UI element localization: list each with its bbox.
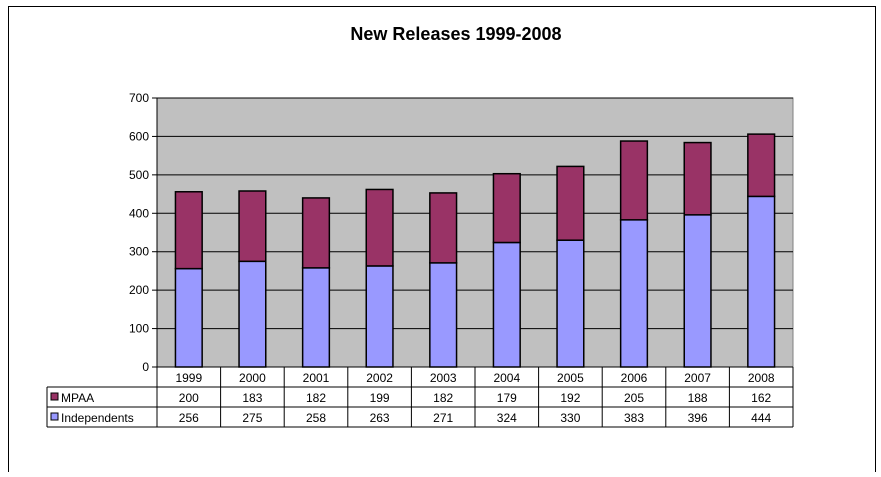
data-label: 182 (433, 391, 453, 405)
bar-mpaa (619, 140, 649, 221)
legend-label: Independents (61, 411, 134, 425)
data-label: 396 (688, 411, 708, 425)
plot-area: 0 100 200 300 400 500 600 700 (129, 91, 794, 374)
data-label: 324 (497, 411, 517, 425)
x-tick-label: 2001 (303, 371, 330, 385)
bar-independents (301, 267, 331, 368)
bar-mpaa (238, 190, 267, 263)
bar-mpaa (683, 141, 712, 216)
data-label: 183 (242, 391, 262, 405)
chart: New Releases 1999-2008 0 100 200 300 400 500 6… (46, 24, 794, 428)
x-tick-label: 2007 (684, 371, 711, 385)
data-label: 199 (370, 391, 390, 405)
x-tick-label: 2006 (621, 371, 648, 385)
data-label: 444 (751, 411, 771, 425)
chart-frame: New Releases 1999-2008 0 100 200 300 400 500 6… (8, 6, 876, 472)
y-tick-label: 400 (129, 206, 149, 220)
x-tick-label: 2005 (557, 371, 584, 385)
bar-independents (174, 267, 203, 368)
bar-independents (429, 262, 458, 368)
data-table: 1999 2000 2001 2002 2003 2004 2005 2006 2007 2008… (46, 366, 794, 428)
data-label: 205 (624, 391, 644, 405)
x-tick-label: 2002 (366, 371, 393, 385)
bar-mpaa (492, 172, 521, 244)
data-label: 263 (370, 411, 390, 425)
bar-independents (619, 219, 649, 368)
y-tick-label: 300 (129, 245, 149, 259)
bar-mpaa (747, 133, 776, 198)
data-label: 271 (433, 411, 453, 425)
x-tick-label: 2000 (239, 371, 266, 385)
bar-mpaa (174, 191, 203, 270)
data-label: 256 (179, 411, 199, 425)
x-tick-label: 2004 (493, 371, 520, 385)
y-tick-label: 700 (129, 91, 149, 105)
y-tick-label: 100 (129, 322, 149, 336)
chart-title: New Releases 1999-2008 (350, 24, 561, 44)
data-label: 258 (306, 411, 326, 425)
x-tick-label: 1999 (175, 371, 202, 385)
legend-label: MPAA (61, 391, 94, 405)
data-label: 179 (497, 391, 517, 405)
bar-mpaa (429, 192, 458, 264)
y-tick-label: 0 (142, 360, 149, 374)
data-label: 192 (560, 391, 580, 405)
bar-independents (365, 265, 394, 368)
data-label: 200 (179, 391, 199, 405)
data-label: 162 (751, 391, 771, 405)
data-label: 182 (306, 391, 326, 405)
bar-independents (747, 195, 776, 368)
y-tick-label: 500 (129, 168, 149, 182)
data-label: 383 (624, 411, 644, 425)
legend-swatch (50, 392, 59, 401)
bar-independents (238, 260, 267, 368)
y-tick-label: 200 (129, 283, 149, 297)
data-label: 330 (560, 411, 580, 425)
bar-mpaa (301, 197, 331, 269)
bar-mpaa (365, 188, 394, 267)
legend-swatch (50, 412, 59, 421)
bar-independents (683, 214, 712, 368)
bar-mpaa (556, 165, 585, 241)
data-label: 188 (688, 391, 708, 405)
x-tick-label: 2003 (430, 371, 457, 385)
x-tick-label: 2008 (748, 371, 775, 385)
bar-independents (556, 239, 585, 368)
bar-independents (492, 241, 521, 368)
data-label: 275 (242, 411, 262, 425)
y-tick-label: 600 (129, 129, 149, 143)
